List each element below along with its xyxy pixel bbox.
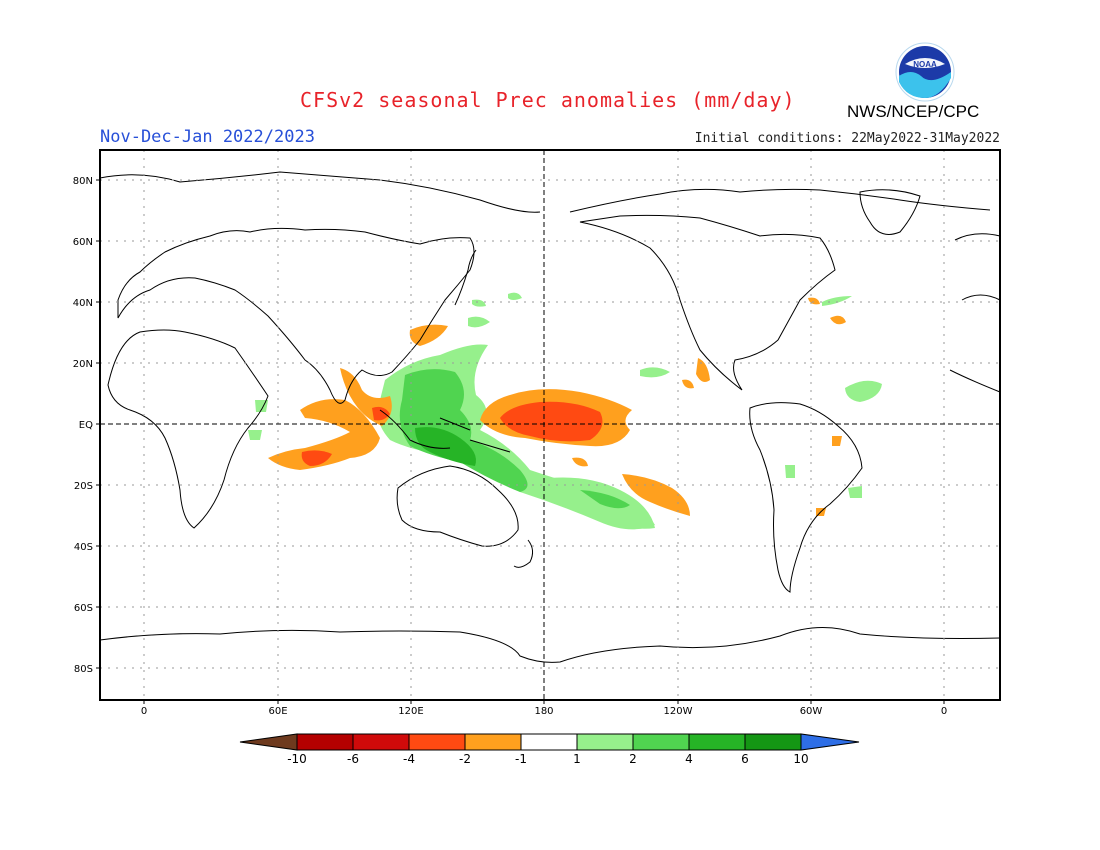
wet-anomaly-north-pacific	[468, 292, 522, 328]
wet-anomaly-africa	[248, 400, 268, 440]
lat-labels: 80N 60N 40N 20N EQ 20S 40S 60S 80S	[73, 176, 93, 675]
anomaly-fields	[248, 292, 882, 530]
coast-north-america	[579, 214, 836, 391]
legend-swatch	[632, 733, 690, 751]
lat-label: 80N	[73, 176, 93, 187]
legend-label: -6	[347, 752, 359, 766]
tick-marks	[96, 179, 945, 704]
map-title: CFSv2 seasonal Prec anomalies (mm/day)	[300, 88, 796, 112]
legend-label: -1	[515, 752, 527, 766]
legend-swatch	[744, 733, 802, 751]
dry-anomaly-north-atlantic	[808, 297, 846, 325]
legend-swatch	[576, 733, 634, 751]
legend-label: 2	[629, 752, 637, 766]
wet-anomaly-east-pacific	[640, 367, 670, 378]
coast-europe	[117, 227, 475, 404]
coast-south-america	[749, 402, 863, 593]
dry-anomaly-sw-pacific	[572, 457, 690, 516]
coast-europe-east-edge	[949, 233, 1001, 393]
dry-anomaly-bay-of-bengal-core	[372, 406, 390, 421]
legend-swatch	[520, 733, 578, 751]
dry-anomaly-mexico	[682, 358, 710, 389]
lon-label: 60W	[800, 706, 823, 717]
wet-anomaly-maritime-core	[399, 369, 528, 492]
lon-label: 0	[941, 706, 947, 717]
legend-label: 10	[793, 752, 808, 766]
legend-arrow-low	[239, 733, 298, 751]
coast-africa	[107, 329, 269, 529]
lat-label: 40S	[74, 542, 93, 553]
legend-label: -4	[403, 752, 415, 766]
forecast-period: Nov-Dec-Jan 2022/2023	[100, 127, 315, 147]
wet-anomaly-south-america	[785, 465, 862, 498]
lat-label: 40N	[73, 298, 93, 309]
legend-arrow-high	[800, 733, 860, 751]
wet-anomaly-spcz-inner	[580, 490, 630, 509]
coast-australia	[396, 465, 519, 547]
lon-label: 0	[141, 706, 147, 717]
coast-greenland	[859, 189, 921, 235]
legend-label: 4	[685, 752, 693, 766]
coast-new-zealand	[513, 539, 534, 568]
dry-anomaly-indian-ocean-core	[301, 450, 332, 466]
dry-anomaly-central-pacific-core	[500, 401, 603, 442]
legend-swatches	[239, 733, 860, 751]
legend-label: -2	[459, 752, 471, 766]
legend-swatch	[688, 733, 746, 751]
legend-swatch	[352, 733, 410, 751]
wet-anomaly-maritime-strong	[415, 427, 476, 466]
coastlines	[99, 171, 1001, 663]
lon-label: 60E	[268, 706, 287, 717]
noaa-logo-icon: NOAA	[895, 42, 955, 102]
dry-anomaly-brazil	[816, 436, 842, 516]
initial-conditions: Initial conditions: 22May2022-31May2022	[694, 131, 1000, 146]
legend-swatch	[408, 733, 466, 751]
legend-label: 1	[573, 752, 581, 766]
lat-label: 20N	[73, 359, 93, 370]
lat-label: EQ	[79, 420, 93, 431]
noaa-logo-text: NOAA	[913, 60, 937, 69]
legend-label: -10	[287, 752, 307, 766]
legend-labels: -10 -6 -4 -2 -1 1 2 4 6 10	[287, 752, 808, 766]
lat-label: 20S	[74, 481, 93, 492]
map-frame	[99, 149, 1001, 701]
graticule	[100, 150, 1000, 700]
coast-antarctica	[99, 627, 1001, 663]
legend-swatch	[296, 733, 354, 751]
legend-label: 6	[741, 752, 749, 766]
dry-anomaly-indian-ocean	[268, 399, 380, 470]
lon-label: 120E	[398, 706, 423, 717]
coast-japan	[454, 249, 477, 306]
legend-swatch	[464, 733, 522, 751]
lat-label: 60N	[73, 237, 93, 248]
lat-label: 60S	[74, 603, 93, 614]
lon-labels: 0 60E 120E 180 120W 60W 0	[141, 706, 947, 717]
lon-label: 120W	[664, 706, 693, 717]
lon-label: 180	[534, 706, 553, 717]
wet-anomaly-atlantic	[822, 296, 882, 402]
agency-label: NWS/NCEP/CPC	[847, 102, 980, 121]
lat-label: 80S	[74, 664, 93, 675]
reference-lines	[100, 150, 1000, 700]
